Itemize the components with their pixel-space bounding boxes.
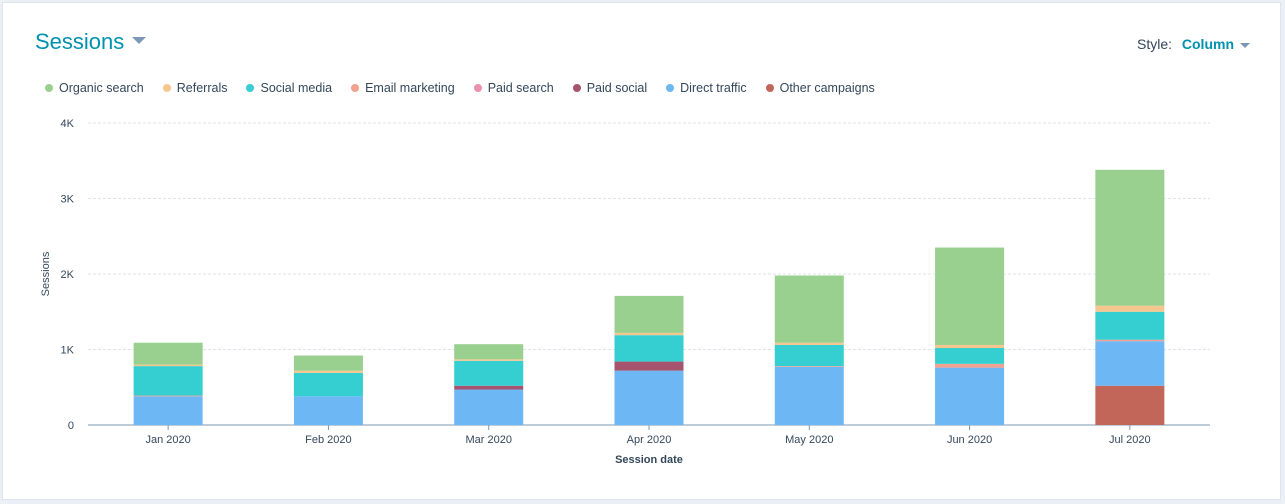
- bar-segment[interactable]: [614, 332, 684, 336]
- bar-segment[interactable]: [454, 344, 524, 360]
- bar-segment[interactable]: [935, 367, 1005, 425]
- bar-segment[interactable]: [293, 396, 363, 425]
- legend-label: Email marketing: [365, 81, 455, 95]
- x-tick-label: Jan 2020: [146, 434, 191, 446]
- report-title-dropdown[interactable]: Sessions: [35, 29, 147, 55]
- bar-segment[interactable]: [614, 295, 684, 333]
- bar-segment[interactable]: [935, 363, 1005, 368]
- chart-style-control: Style: Column: [1137, 36, 1250, 52]
- x-tick-label: Mar 2020: [465, 434, 511, 446]
- bar-segment[interactable]: [454, 385, 524, 390]
- bar-segment[interactable]: [1095, 385, 1165, 425]
- x-tick-label: Apr 2020: [627, 434, 672, 446]
- bar-segment[interactable]: [454, 389, 524, 425]
- chart-legend: Organic search Referrals Social media Email…: [45, 81, 894, 95]
- bar-segment[interactable]: [614, 335, 684, 362]
- bar-segment[interactable]: [1095, 339, 1165, 342]
- legend-label: Organic search: [59, 81, 144, 95]
- bar-segment[interactable]: [293, 372, 363, 397]
- legend-item[interactable]: Direct traffic: [666, 81, 747, 95]
- legend-item[interactable]: Paid social: [572, 81, 648, 95]
- bar-segment[interactable]: [133, 396, 203, 425]
- caret-down-icon[interactable]: [1240, 42, 1250, 48]
- y-axis-title: Sessions: [40, 251, 52, 296]
- bar-segment[interactable]: [614, 361, 684, 371]
- y-tick-label: 2K: [61, 269, 75, 281]
- bar-segment[interactable]: [614, 370, 684, 425]
- x-tick-label: Feb 2020: [305, 434, 351, 446]
- legend-swatch: [162, 84, 171, 92]
- legend-label: Social media: [260, 81, 333, 95]
- legend-label: Paid social: [586, 81, 648, 95]
- legend-label: Other campaigns: [779, 81, 875, 95]
- legend-item[interactable]: Paid search: [473, 81, 554, 95]
- legend-item[interactable]: Email marketing: [351, 81, 455, 95]
- legend-swatch: [666, 84, 675, 92]
- bar-segment[interactable]: [1095, 341, 1165, 386]
- x-tick-label: Jul 2020: [1109, 434, 1151, 446]
- bar-segment[interactable]: [133, 342, 203, 365]
- y-tick-label: 4K: [61, 118, 75, 130]
- bar-segment[interactable]: [133, 366, 203, 396]
- y-tick-label: 3K: [61, 194, 75, 206]
- bar-segment[interactable]: [1095, 169, 1165, 306]
- style-dropdown[interactable]: Column: [1181, 36, 1234, 52]
- bar-segment[interactable]: [133, 395, 203, 397]
- legend-swatch: [572, 84, 581, 92]
- y-tick-label: 0: [68, 420, 74, 432]
- bar-segment[interactable]: [774, 275, 844, 343]
- legend-label: Referrals: [176, 81, 228, 95]
- bar-segment[interactable]: [935, 247, 1005, 345]
- bar-segment[interactable]: [133, 364, 203, 367]
- legend-item[interactable]: Organic search: [45, 81, 144, 95]
- y-tick-label: 1K: [61, 345, 75, 357]
- legend-swatch: [246, 84, 255, 92]
- bar-segment[interactable]: [1095, 311, 1165, 340]
- bar-segment[interactable]: [935, 344, 1005, 348]
- bar-segment[interactable]: [774, 366, 844, 367]
- bar-segment[interactable]: [454, 359, 524, 361]
- bar-segment[interactable]: [935, 347, 1005, 364]
- x-tick-label: May 2020: [785, 434, 833, 446]
- bar-segment[interactable]: [293, 355, 363, 371]
- legend-item[interactable]: Referrals: [162, 81, 228, 95]
- report-title[interactable]: Sessions: [35, 29, 125, 54]
- bar-segment[interactable]: [774, 342, 844, 345]
- bar-segment[interactable]: [1095, 305, 1165, 312]
- style-label: Style:: [1136, 36, 1172, 52]
- legend-item[interactable]: Social media: [246, 81, 332, 95]
- caret-down-icon[interactable]: [132, 36, 147, 44]
- bar-segment[interactable]: [454, 360, 524, 386]
- x-axis-title: Session date: [615, 454, 683, 466]
- legend-swatch: [351, 84, 360, 92]
- legend-swatch: [473, 84, 482, 92]
- legend-swatch: [765, 84, 774, 92]
- bar-segment[interactable]: [293, 370, 363, 373]
- legend-item[interactable]: Other campaigns: [765, 81, 875, 95]
- legend-swatch: [45, 84, 53, 92]
- bar-segment[interactable]: [774, 344, 844, 367]
- legend-label: Direct traffic: [680, 81, 747, 95]
- bar-segment[interactable]: [774, 366, 844, 425]
- legend-label: Paid search: [487, 81, 554, 95]
- x-tick-label: Jun 2020: [947, 434, 992, 446]
